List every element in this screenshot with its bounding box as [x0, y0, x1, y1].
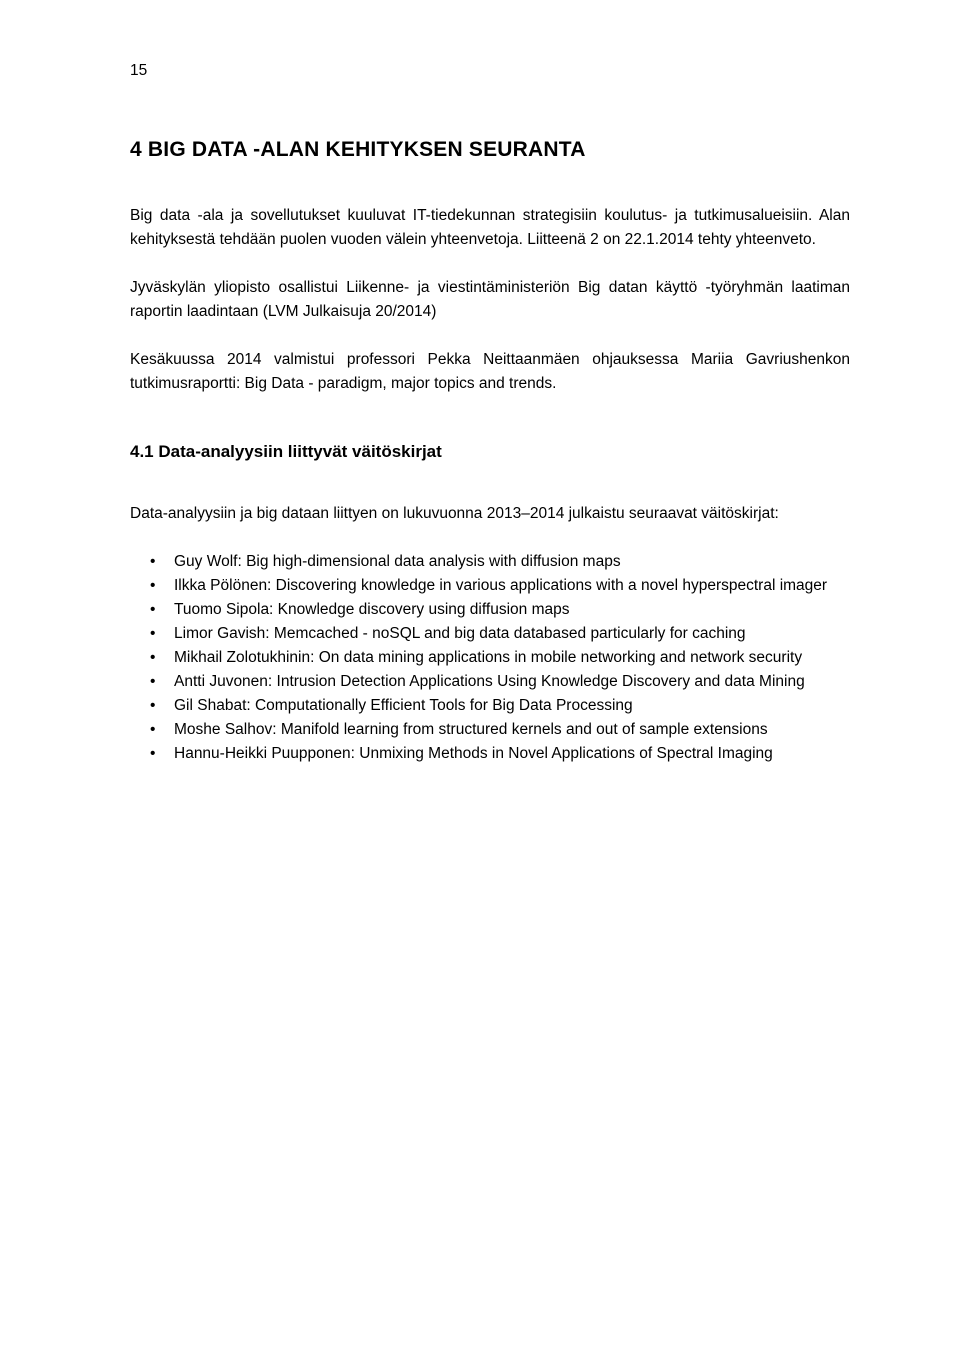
list-item: Tuomo Sipola: Knowledge discovery using … — [174, 598, 850, 622]
heading-2: 4.1 Data-analyysiin liittyvät väitöskirj… — [130, 442, 850, 462]
list-item: Limor Gavish: Memcached - noSQL and big … — [174, 622, 850, 646]
list-item: Guy Wolf: Big high-dimensional data anal… — [174, 550, 850, 574]
heading-1: 4 BIG DATA -ALAN KEHITYKSEN SEURANTA — [130, 138, 850, 162]
document-page: 15 4 BIG DATA -ALAN KEHITYKSEN SEURANTA … — [0, 0, 960, 826]
list-item: Antti Juvonen: Intrusion Detection Appli… — [174, 670, 850, 694]
paragraph: Kesäkuussa 2014 valmistui professori Pek… — [130, 348, 850, 396]
list-item: Mikhail Zolotukhinin: On data mining app… — [174, 646, 850, 670]
paragraph-intro: Data-analyysiin ja big dataan liittyen o… — [130, 502, 850, 526]
page-number: 15 — [130, 62, 147, 80]
list-item: Hannu-Heikki Puupponen: Unmixing Methods… — [174, 742, 850, 766]
paragraph: Big data -ala ja sovellutukset kuuluvat … — [130, 204, 850, 252]
paragraph: Jyväskylän yliopisto osallistui Liikenne… — [130, 276, 850, 324]
list-item: Gil Shabat: Computationally Efficient To… — [174, 694, 850, 718]
list-item: Moshe Salhov: Manifold learning from str… — [174, 718, 850, 742]
list-item: Ilkka Pölönen: Discovering knowledge in … — [174, 574, 850, 598]
bullet-list: Guy Wolf: Big high-dimensional data anal… — [130, 550, 850, 766]
